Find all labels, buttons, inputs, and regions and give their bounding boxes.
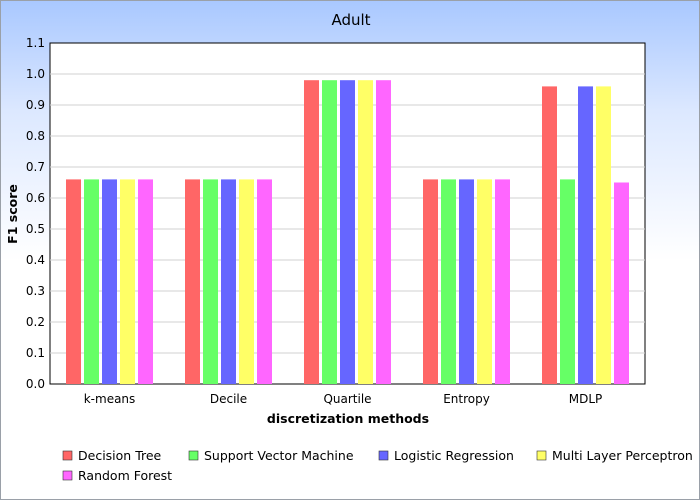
chart-title: Adult [331,11,370,29]
y-tick-label: 0.2 [26,315,45,329]
bar-multi-layer-perceptron [120,179,135,384]
x-tick-label: Entropy [443,392,490,406]
y-tick-label: 0.0 [26,377,45,391]
legend-label: Multi Layer Perceptron [552,448,693,463]
bar-decision-tree [423,179,438,384]
y-tick-labels: 0.0 0.1 0.2 0.3 0.4 0.5 0.6 0.7 0.8 0.9 1.0 1.1 [26,36,45,391]
bar-random-forest [495,179,510,384]
bar-random-forest [614,182,629,384]
bar-support-vector-machine [322,80,337,384]
x-tick-label: Quartile [323,392,371,406]
bars [66,80,629,385]
bar-logistic-regression [459,179,474,384]
x-axis-title: discretization methods [267,411,429,426]
bar-random-forest [257,179,272,384]
bar-decision-tree [542,86,557,385]
y-tick-label: 0.6 [26,191,45,205]
bar-multi-layer-perceptron [596,86,611,385]
legend-label: Logistic Regression [394,448,514,463]
legend-swatch [62,450,73,461]
bar-support-vector-machine [441,179,456,384]
y-tick-label: 0.4 [26,253,45,267]
bar-decision-tree [66,179,81,384]
legend-swatch [378,450,389,461]
x-tick-label: Decile [210,392,247,406]
y-tick-label: 0.8 [26,129,45,143]
legend-label: Decision Tree [78,448,162,463]
bar-logistic-regression [340,80,355,384]
y-tick-label: 0.3 [26,284,45,298]
bar-support-vector-machine [203,179,218,384]
bar-random-forest [138,179,153,384]
x-tick-label: MDLP [569,392,603,406]
bar-logistic-regression [221,179,236,384]
y-tick-label: 0.5 [26,222,45,236]
y-tick-label: 0.7 [26,160,45,174]
legend-label: Random Forest [78,468,172,483]
y-tick-label: 1.1 [26,36,45,50]
legend-swatch [188,450,199,461]
legend-swatch [536,450,547,461]
legend-label: Support Vector Machine [204,448,354,463]
bar-logistic-regression [102,179,117,384]
y-tick-label: 1.0 [26,67,45,81]
y-axis-title: F1 score [5,184,20,244]
bar-multi-layer-perceptron [477,179,492,384]
y-tick-label: 0.1 [26,346,45,360]
x-tick-labels: k-means Decile Quartile Entropy MDLP [84,392,603,406]
bar-multi-layer-perceptron [358,80,373,384]
y-tick-label: 0.9 [26,98,45,112]
bar-support-vector-machine [84,179,99,384]
bar-multi-layer-perceptron [239,179,254,384]
legend-swatch [62,470,73,481]
bar-support-vector-machine [560,179,575,384]
legend: Decision Tree Support Vector Machine Logis… [62,448,693,483]
x-tick-label: k-means [84,392,136,406]
bar-decision-tree [185,179,200,384]
bar-logistic-regression [578,86,593,385]
bar-random-forest [376,80,391,384]
bar-decision-tree [304,80,319,384]
